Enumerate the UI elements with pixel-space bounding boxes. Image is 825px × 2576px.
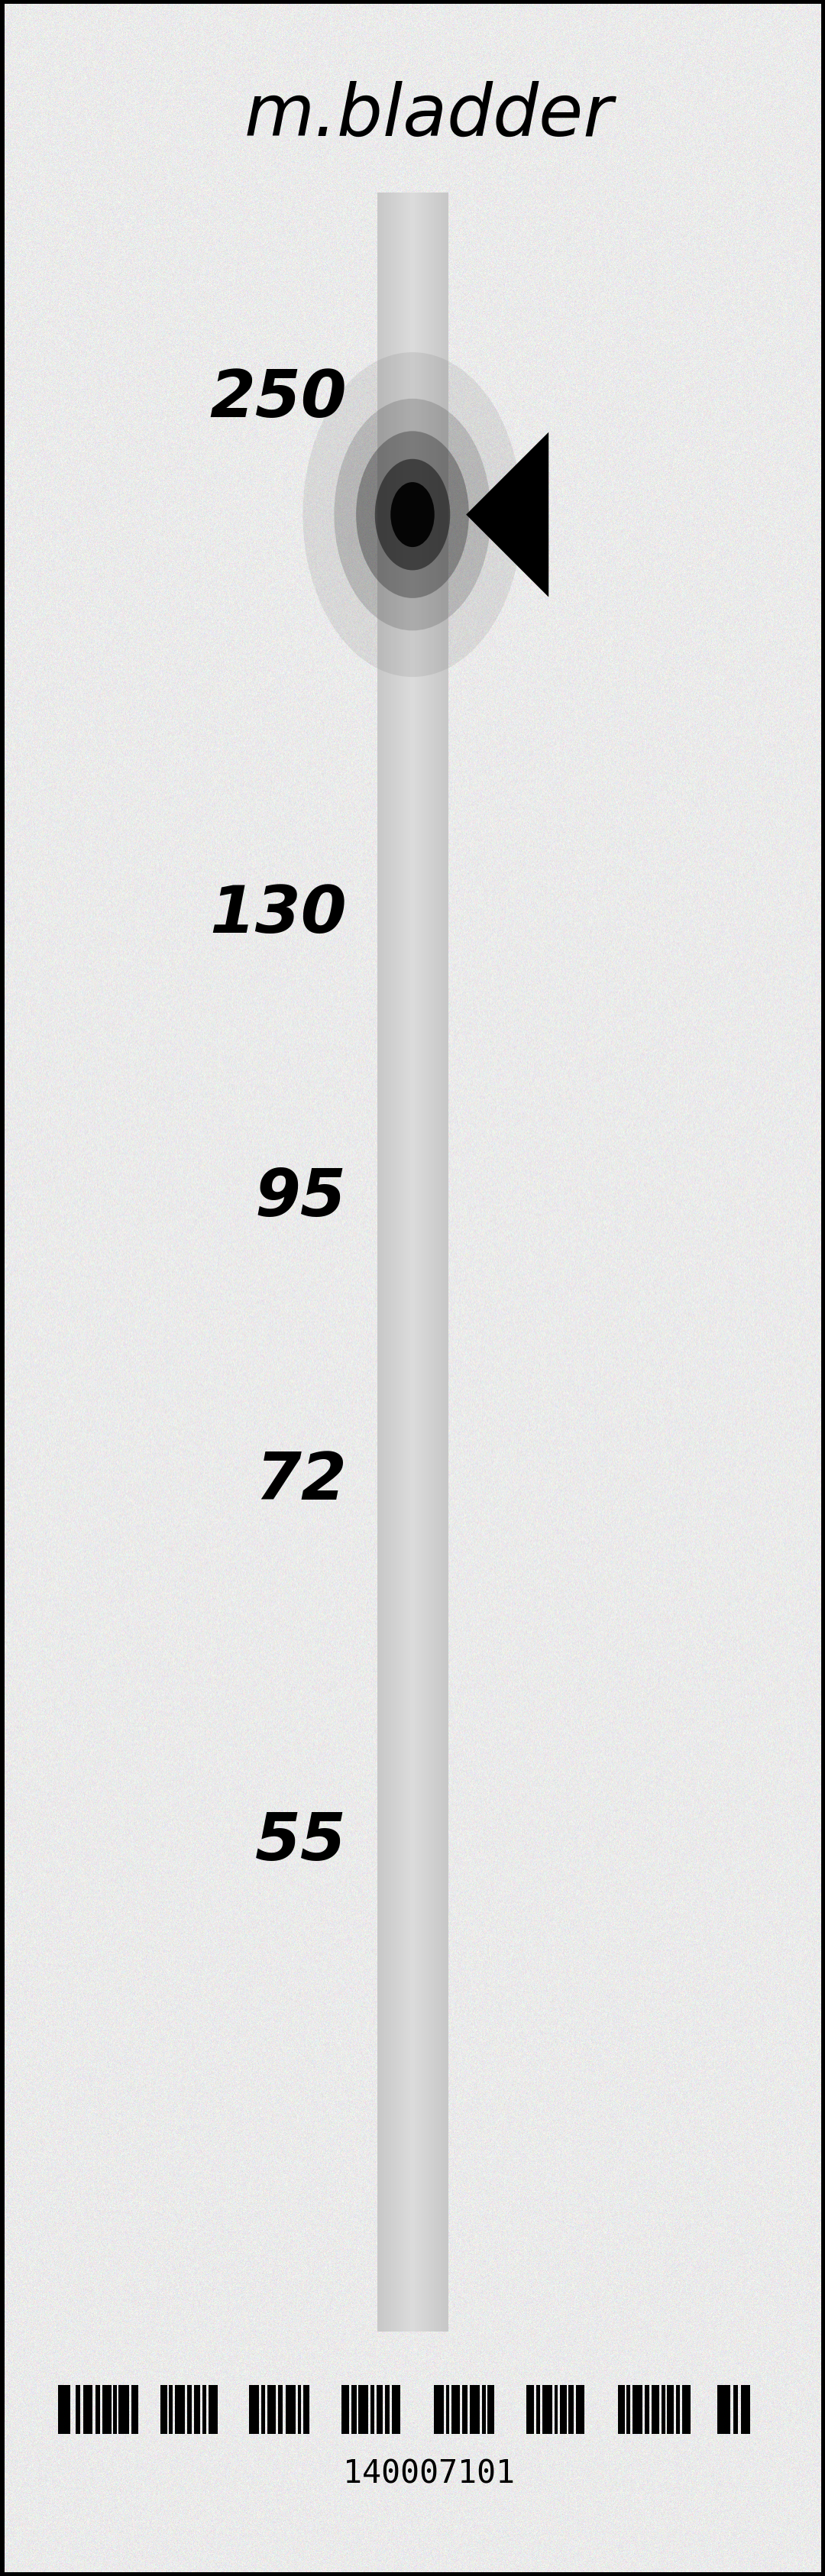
Bar bbox=[249, 2385, 259, 2434]
Bar bbox=[682, 2385, 691, 2434]
Bar bbox=[389, 193, 392, 2331]
Bar bbox=[554, 2385, 558, 2434]
Bar bbox=[434, 2385, 444, 2434]
Bar bbox=[410, 193, 413, 2331]
Bar bbox=[451, 2385, 460, 2434]
Bar bbox=[113, 2385, 116, 2434]
Bar bbox=[384, 2385, 389, 2434]
Text: 140007101: 140007101 bbox=[343, 2458, 515, 2488]
Bar bbox=[209, 2385, 218, 2434]
Bar bbox=[304, 2385, 309, 2434]
Bar bbox=[298, 2385, 301, 2434]
Bar bbox=[427, 193, 430, 2331]
Bar bbox=[401, 193, 404, 2331]
Bar bbox=[262, 2385, 265, 2434]
Bar bbox=[161, 2385, 167, 2434]
Bar bbox=[194, 2385, 200, 2434]
Bar bbox=[202, 2385, 206, 2434]
Text: 130: 130 bbox=[210, 884, 346, 945]
Ellipse shape bbox=[375, 459, 450, 572]
Bar bbox=[102, 2385, 111, 2434]
Bar bbox=[96, 2385, 101, 2434]
Bar bbox=[488, 2385, 494, 2434]
Bar bbox=[76, 2385, 81, 2434]
Bar bbox=[741, 2385, 750, 2434]
Bar bbox=[359, 2385, 369, 2434]
Bar bbox=[422, 193, 425, 2331]
Bar bbox=[406, 193, 408, 2331]
Bar bbox=[278, 2385, 283, 2434]
Bar bbox=[482, 2385, 486, 2434]
Bar bbox=[415, 193, 418, 2331]
Bar bbox=[382, 193, 385, 2331]
Bar bbox=[342, 2385, 349, 2434]
Bar bbox=[438, 193, 441, 2331]
Ellipse shape bbox=[390, 482, 435, 549]
Bar bbox=[676, 2385, 680, 2434]
Text: 250: 250 bbox=[210, 368, 346, 430]
Polygon shape bbox=[466, 433, 549, 598]
Bar bbox=[618, 2385, 625, 2434]
Bar bbox=[536, 2385, 540, 2434]
Bar bbox=[398, 193, 402, 2331]
Bar bbox=[443, 193, 446, 2331]
Bar bbox=[560, 2385, 567, 2434]
Bar bbox=[434, 193, 436, 2331]
Text: 55: 55 bbox=[255, 1811, 346, 1873]
Bar bbox=[441, 193, 444, 2331]
Bar bbox=[718, 2385, 730, 2434]
Bar bbox=[662, 2385, 665, 2434]
Bar bbox=[633, 2385, 643, 2434]
Bar bbox=[419, 193, 422, 2331]
Bar bbox=[576, 2385, 584, 2434]
Bar bbox=[733, 2385, 738, 2434]
Bar bbox=[403, 193, 406, 2331]
Bar bbox=[387, 193, 390, 2331]
Bar bbox=[417, 193, 420, 2331]
Bar bbox=[119, 2385, 130, 2434]
Ellipse shape bbox=[356, 433, 469, 598]
Bar bbox=[392, 2385, 400, 2434]
Bar bbox=[380, 193, 383, 2331]
Text: 95: 95 bbox=[255, 1167, 346, 1229]
Bar bbox=[412, 193, 416, 2331]
Bar bbox=[424, 193, 427, 2331]
Bar bbox=[392, 193, 394, 2331]
Text: 72: 72 bbox=[255, 1450, 346, 1512]
Bar bbox=[378, 193, 380, 2331]
Bar bbox=[446, 193, 448, 2331]
Bar bbox=[446, 2385, 450, 2434]
Bar bbox=[667, 2385, 673, 2434]
Bar bbox=[376, 2385, 383, 2434]
Bar bbox=[431, 193, 434, 2331]
Bar bbox=[627, 2385, 630, 2434]
Bar bbox=[394, 193, 397, 2331]
Bar bbox=[652, 2385, 659, 2434]
Bar bbox=[462, 2385, 467, 2434]
Ellipse shape bbox=[334, 399, 491, 631]
Bar bbox=[58, 2385, 70, 2434]
Text: m.bladder: m.bladder bbox=[244, 82, 614, 149]
Bar bbox=[384, 193, 388, 2331]
Bar bbox=[644, 2385, 649, 2434]
Bar bbox=[351, 2385, 356, 2434]
Bar bbox=[396, 193, 399, 2331]
Bar bbox=[429, 193, 432, 2331]
Bar bbox=[470, 2385, 480, 2434]
Bar bbox=[169, 2385, 172, 2434]
Bar bbox=[436, 193, 439, 2331]
Bar bbox=[285, 2385, 295, 2434]
Bar bbox=[568, 2385, 573, 2434]
Bar bbox=[175, 2385, 185, 2434]
Bar bbox=[408, 193, 411, 2331]
Bar bbox=[526, 2385, 534, 2434]
Bar bbox=[187, 2385, 192, 2434]
Bar bbox=[370, 2385, 375, 2434]
Ellipse shape bbox=[303, 353, 522, 677]
Bar bbox=[131, 2385, 138, 2434]
Bar bbox=[267, 2385, 276, 2434]
Bar bbox=[83, 2385, 92, 2434]
Bar bbox=[542, 2385, 552, 2434]
